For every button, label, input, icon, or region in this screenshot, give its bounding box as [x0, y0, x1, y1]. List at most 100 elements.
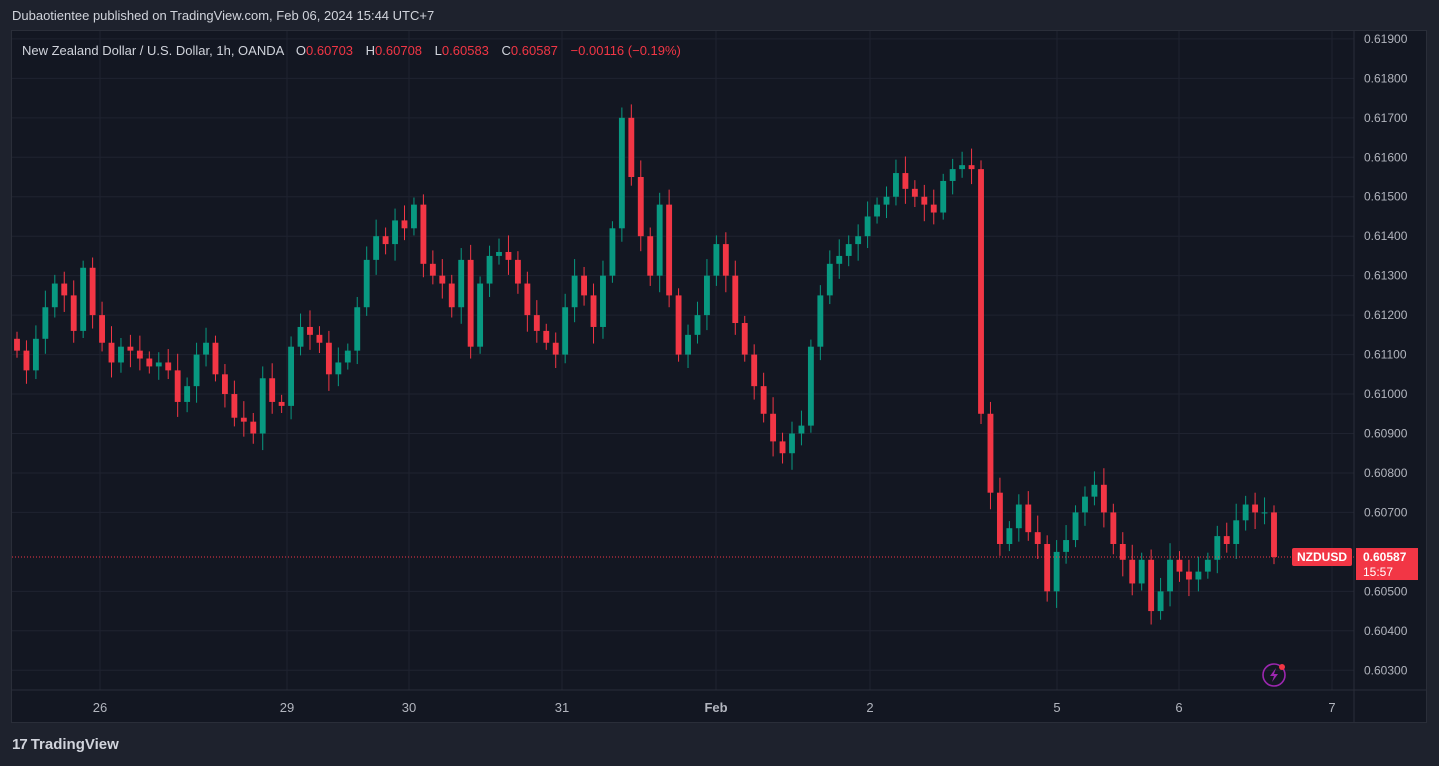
candle-body	[42, 307, 49, 339]
candle-body	[70, 295, 77, 331]
candle-body	[1148, 559, 1155, 612]
brand-name: TradingView	[30, 736, 119, 753]
candle-body	[467, 259, 474, 347]
candle-body	[1006, 528, 1013, 544]
low-label: L	[434, 43, 442, 58]
candle-body	[1242, 504, 1249, 521]
candle-body	[259, 378, 266, 434]
price-tick-label: 0.61000	[1364, 387, 1408, 401]
time-tick-label: 5	[1053, 700, 1060, 715]
candle-body	[524, 283, 531, 316]
candle-body	[675, 295, 682, 355]
candle-body	[373, 236, 380, 260]
candle-body	[269, 378, 276, 402]
price-tick-label: 0.60700	[1364, 505, 1408, 519]
candle-body	[713, 244, 720, 276]
symbol-description[interactable]: New Zealand Dollar / U.S. Dollar, 1h, OA…	[22, 43, 285, 58]
price-tag: NZDUSD 0.60587 15:57	[1292, 548, 1418, 581]
bar-countdown: 15:57	[1363, 565, 1393, 579]
candle-body	[212, 342, 219, 375]
time-tick-label: 2	[866, 700, 873, 715]
price-tick-label: 0.61500	[1364, 190, 1408, 204]
candle-body	[600, 275, 606, 327]
candle-body	[1157, 591, 1164, 612]
price-tick-label: 0.60800	[1364, 466, 1408, 480]
price-tick-label: 0.60900	[1364, 427, 1408, 441]
candle-body	[420, 204, 427, 264]
tradingview-logo-icon: 17	[12, 736, 28, 753]
price-tick-label: 0.61700	[1364, 111, 1408, 125]
close-label: C	[501, 43, 511, 58]
candle-body	[1091, 484, 1098, 497]
candle-body	[108, 342, 115, 363]
candle-body	[32, 338, 39, 371]
candle-body	[231, 394, 238, 418]
candle-body	[316, 334, 323, 343]
close-value: 0.60587	[510, 43, 558, 58]
candle-body	[23, 350, 30, 371]
low-value: 0.60583	[441, 43, 489, 58]
last-price-box	[1356, 548, 1418, 581]
candles	[14, 104, 1277, 625]
candle-body	[996, 492, 1003, 544]
candle-body	[722, 244, 729, 276]
candle-body	[902, 173, 909, 189]
candle-body	[496, 251, 502, 256]
candle-body	[221, 374, 228, 395]
price-tick-label: 0.60400	[1364, 624, 1408, 638]
candle-body	[136, 350, 143, 359]
price-tick-label: 0.61200	[1364, 308, 1408, 322]
time-tick-label: 30	[402, 700, 416, 715]
ticker-label: NZDUSD	[1297, 550, 1347, 564]
candle-body	[89, 267, 96, 316]
candle-body	[240, 417, 247, 422]
lightning-icon[interactable]	[1262, 663, 1286, 687]
candle-body	[656, 204, 663, 276]
candle-body	[628, 117, 635, 178]
candle-body	[533, 315, 540, 331]
candle-body	[1186, 571, 1192, 580]
price-axis[interactable]: 0.61900 0.61800 0.61700 0.61600 0.61500 0.614…	[1364, 32, 1408, 677]
candle-body	[448, 283, 455, 308]
candle-body	[987, 413, 994, 493]
candle-body	[1261, 512, 1268, 514]
time-tick-label: 26	[93, 700, 107, 715]
candle-body	[203, 342, 209, 355]
candle-body	[666, 204, 673, 296]
candle-body	[779, 441, 786, 454]
candle-body	[1063, 540, 1070, 552]
candle-body	[1252, 504, 1259, 513]
candle-body	[760, 386, 767, 414]
candle-body	[61, 283, 68, 296]
candle-body	[51, 283, 58, 308]
candle-body	[1119, 543, 1126, 560]
candle-body	[968, 165, 975, 170]
candle-body	[732, 275, 739, 324]
price-tick-label: 0.61800	[1364, 71, 1408, 85]
candle-body	[1034, 532, 1041, 544]
time-axis[interactable]: 26 29 30 31 Feb 2 5 6 7	[93, 700, 1336, 715]
candle-body	[618, 117, 625, 229]
ohlc-legend: New Zealand Dollar / U.S. Dollar, 1h, OA…	[22, 43, 690, 58]
candle-body	[1044, 543, 1051, 592]
tradingview-footer[interactable]: 17 TradingView	[12, 736, 119, 753]
candle-body	[1195, 571, 1202, 580]
candlestick-chart[interactable]: 0.61900 0.61800 0.61700 0.61600 0.61500 0.614…	[12, 31, 1426, 722]
candle-body	[855, 236, 862, 245]
candle-body	[770, 413, 777, 442]
candle-body	[959, 165, 966, 170]
candle-body	[1100, 484, 1107, 513]
candle-body	[1053, 551, 1060, 592]
price-tick-label: 0.61600	[1364, 150, 1408, 164]
candle-body	[930, 204, 937, 213]
ticker-label-box	[1292, 548, 1352, 567]
candle-body	[429, 263, 436, 276]
candle-body	[807, 346, 814, 426]
candle-body	[590, 295, 597, 327]
price-tick-label: 0.61400	[1364, 229, 1408, 243]
time-tick-label: 29	[280, 700, 294, 715]
candle-body	[344, 350, 351, 363]
candle-body	[704, 275, 710, 316]
chart-frame[interactable]: 0.61900 0.61800 0.61700 0.61600 0.61500 0.614…	[11, 30, 1427, 723]
candle-body	[893, 173, 899, 197]
